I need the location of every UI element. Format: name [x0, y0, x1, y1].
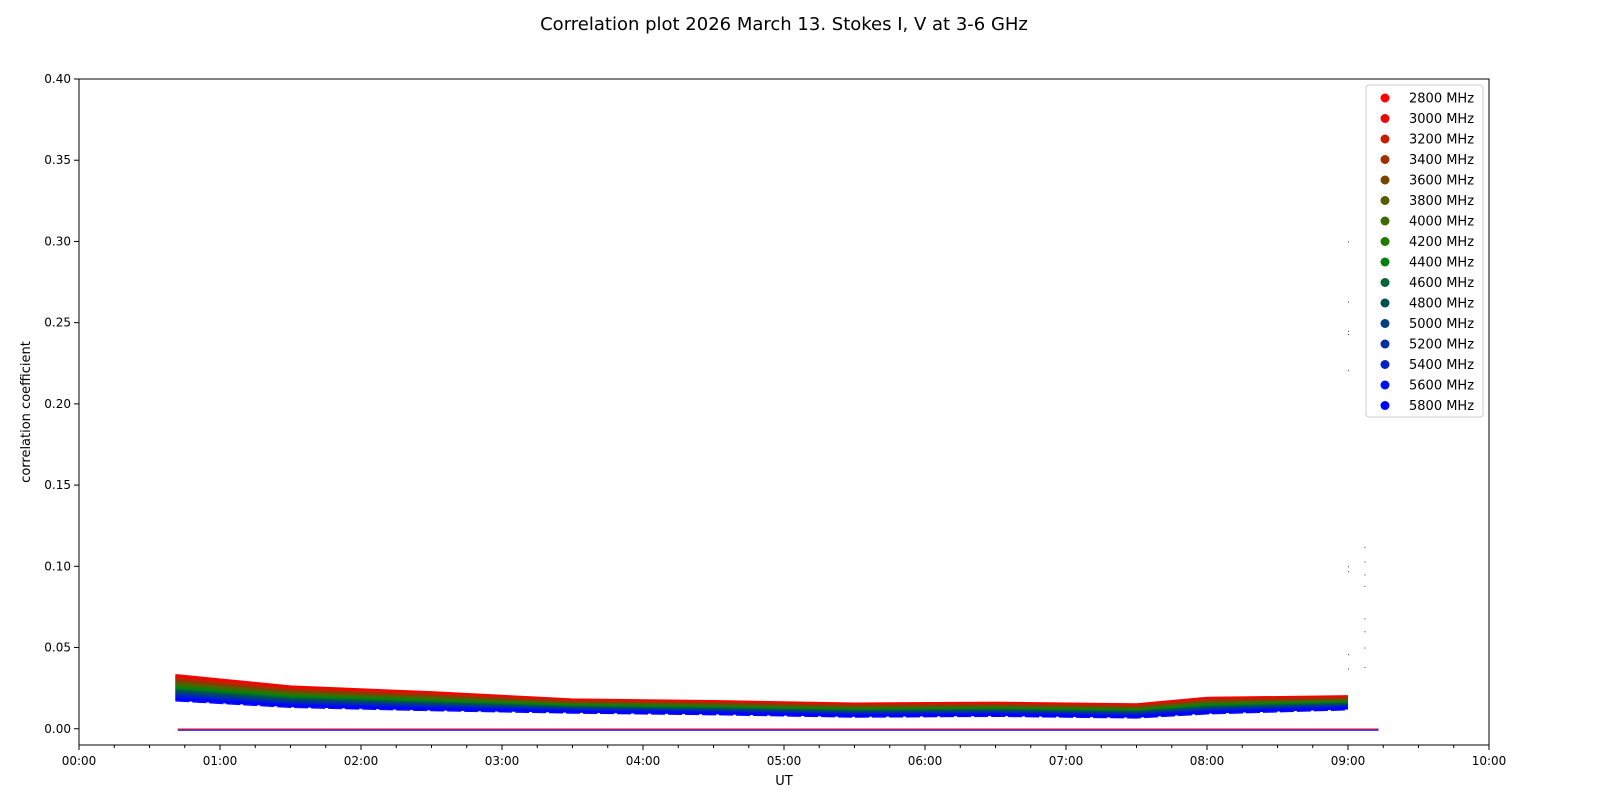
- x-tick-label: 08:00: [1190, 754, 1225, 768]
- legend-item: 3600 MHz: [1380, 174, 1474, 189]
- outlier-point: [1364, 618, 1366, 620]
- axes-frame: [78, 78, 1490, 746]
- y-tick-label: 0.20: [44, 397, 71, 411]
- legend-label: 2800 MHz: [1409, 92, 1474, 107]
- legend-item: 3800 MHz: [1380, 194, 1474, 209]
- legend-item: 3400 MHz: [1380, 153, 1474, 168]
- legend-item: 5800 MHz: [1380, 399, 1474, 414]
- legend-label: 4800 MHz: [1409, 297, 1474, 312]
- legend-label: 3800 MHz: [1409, 194, 1474, 209]
- outlier-point: [1348, 654, 1349, 656]
- legend-label: 3400 MHz: [1409, 153, 1474, 168]
- legend-label: 4000 MHz: [1409, 215, 1474, 230]
- legend-marker: [1380, 360, 1390, 369]
- y-tick-label: 0.10: [44, 559, 71, 573]
- legend-marker: [1380, 278, 1390, 287]
- legend-item: 4200 MHz: [1380, 235, 1474, 250]
- legend: 2800 MHz 3000 MHz 3200 MHz 3400 MHz 3600 MHz…: [1365, 84, 1484, 418]
- legend-item: 2800 MHz: [1380, 92, 1474, 107]
- legend-label: 3000 MHz: [1409, 112, 1474, 127]
- x-tick-label: 09:00: [1331, 754, 1366, 768]
- x-tick-label: 01:00: [203, 754, 238, 768]
- series-line: [175, 698, 1349, 718]
- legend-item: 4600 MHz: [1380, 276, 1474, 291]
- legend-marker: [1380, 298, 1390, 308]
- x-tick-label: 10:00: [1472, 754, 1507, 768]
- legend-item: 5200 MHz: [1380, 338, 1474, 353]
- outlier-point: [1364, 546, 1366, 548]
- x-tick-label: 03:00: [485, 754, 520, 768]
- legend-marker: [1380, 216, 1390, 226]
- y-tick-label: 0.05: [44, 641, 71, 655]
- legend-item: 3000 MHz: [1380, 112, 1474, 127]
- legend-item: 4000 MHz: [1380, 215, 1474, 230]
- legend-label: 4400 MHz: [1409, 256, 1474, 271]
- x-axis: 00:00 01:00 02:00 03:00 04:00 05:00 06:00 07:00…: [62, 745, 1507, 768]
- legend-label: 5800 MHz: [1409, 399, 1474, 414]
- outlier-point: [1348, 334, 1349, 336]
- legend-marker: [1380, 380, 1390, 390]
- legend-label: 5200 MHz: [1409, 338, 1474, 353]
- outlier-point: [1364, 585, 1366, 587]
- legend-marker: [1380, 93, 1390, 103]
- legend-marker: [1380, 237, 1390, 246]
- legend-label: 5000 MHz: [1409, 317, 1474, 332]
- outlier-point: [1364, 647, 1366, 649]
- y-axis-label: correlation coefficient: [19, 341, 34, 483]
- legend-marker: [1380, 401, 1390, 410]
- legend-label: 4200 MHz: [1409, 235, 1474, 250]
- x-tick-label: 00:00: [62, 754, 97, 768]
- outlier-point: [1348, 668, 1349, 670]
- x-tick-label: 02:00: [344, 754, 379, 768]
- legend-label: 3600 MHz: [1409, 174, 1474, 189]
- x-tick-label: 05:00: [767, 754, 802, 768]
- series-5800-mhz: [175, 698, 1349, 719]
- legend-marker: [1380, 114, 1390, 123]
- outlier-point: [1364, 561, 1366, 563]
- y-tick-label: 0.40: [44, 72, 71, 86]
- legend-marker: [1380, 257, 1390, 267]
- y-tick-label: 0.15: [44, 478, 71, 492]
- legend-item: 5000 MHz: [1380, 317, 1474, 332]
- legend-marker: [1380, 155, 1390, 164]
- x-tick-label: 07:00: [1049, 754, 1084, 768]
- legend-marker: [1380, 134, 1390, 144]
- legend-item: 5600 MHz: [1380, 379, 1474, 394]
- outlier-point: [1348, 571, 1349, 573]
- y-tick-label: 0.25: [44, 316, 71, 330]
- legend-item: 4800 MHz: [1380, 297, 1474, 312]
- legend-box: [1365, 84, 1484, 418]
- outlier-point: [1364, 574, 1366, 576]
- legend-marker: [1380, 196, 1390, 205]
- outlier-point: [1364, 667, 1366, 669]
- chart-title: Correlation plot 2026 March 13. Stokes I…: [540, 14, 1028, 35]
- outlier-point: [1348, 566, 1349, 568]
- plot-area: [175, 241, 1379, 731]
- legend-item: 3200 MHz: [1380, 133, 1474, 148]
- outlier-point: [1348, 241, 1349, 243]
- outlier-point: [1364, 631, 1366, 633]
- outlier-point: [1348, 369, 1349, 371]
- legend-label: 5600 MHz: [1409, 379, 1474, 394]
- x-tick-label: 06:00: [908, 754, 943, 768]
- series-line-scatter: [175, 700, 1349, 719]
- legend-marker: [1380, 339, 1390, 349]
- y-tick-label: 0.35: [44, 153, 71, 167]
- y-tick-label: 0.00: [44, 722, 71, 736]
- y-tick-label: 0.30: [44, 234, 71, 248]
- legend-item: 5400 MHz: [1380, 358, 1474, 373]
- legend-marker: [1380, 175, 1390, 185]
- legend-item: 4400 MHz: [1380, 256, 1474, 271]
- legend-marker: [1380, 319, 1390, 328]
- legend-label: 4600 MHz: [1409, 276, 1474, 291]
- y-axis: 0.00 0.05 0.10 0.15 0.20 0.25 0.30 0.35 0.40: [44, 72, 79, 736]
- outlier-point: [1348, 301, 1349, 303]
- x-axis-label: UT: [775, 774, 793, 789]
- legend-label: 5400 MHz: [1409, 358, 1474, 373]
- outlier-point: [1348, 330, 1349, 332]
- x-tick-label: 04:00: [626, 754, 661, 768]
- legend-label: 3200 MHz: [1409, 133, 1474, 148]
